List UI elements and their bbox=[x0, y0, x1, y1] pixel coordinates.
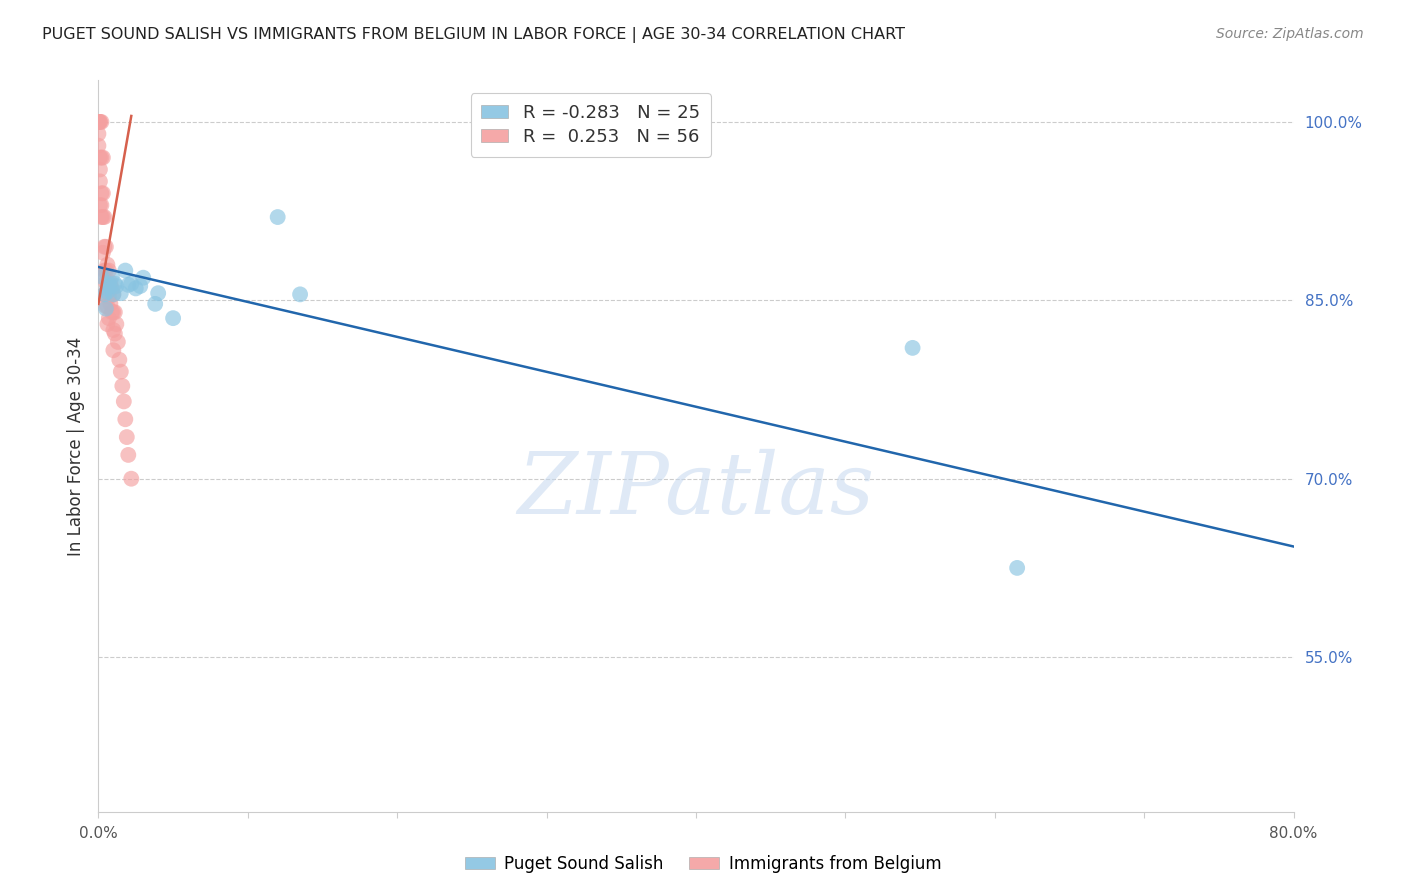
Point bbox=[98, 297, 122, 311]
Point bbox=[96, 317, 118, 331]
Point bbox=[87, 115, 110, 129]
Point bbox=[89, 151, 111, 165]
Point bbox=[104, 277, 127, 291]
Point bbox=[93, 240, 115, 254]
Point bbox=[89, 115, 111, 129]
Point bbox=[90, 186, 112, 201]
Point bbox=[90, 115, 112, 129]
Point bbox=[901, 341, 924, 355]
Point bbox=[288, 287, 311, 301]
Point bbox=[94, 240, 117, 254]
Point bbox=[97, 290, 120, 304]
Point bbox=[117, 448, 139, 462]
Point bbox=[148, 286, 170, 301]
Point bbox=[115, 430, 138, 444]
Point bbox=[1005, 561, 1028, 575]
Point bbox=[110, 365, 132, 379]
Point bbox=[108, 352, 131, 367]
Point bbox=[103, 323, 125, 337]
Point bbox=[103, 287, 125, 301]
Point bbox=[93, 263, 115, 277]
Legend: R = -0.283   N = 25, R =  0.253   N = 56: R = -0.283 N = 25, R = 0.253 N = 56 bbox=[471, 93, 711, 157]
Point bbox=[93, 210, 115, 224]
Legend: Puget Sound Salish, Immigrants from Belgium: Puget Sound Salish, Immigrants from Belg… bbox=[458, 848, 948, 880]
Point bbox=[120, 277, 142, 291]
Point bbox=[101, 269, 124, 284]
Point bbox=[91, 245, 114, 260]
Point bbox=[103, 343, 125, 358]
Point bbox=[97, 263, 120, 277]
Point bbox=[132, 270, 155, 285]
Point bbox=[143, 297, 166, 311]
Point bbox=[87, 127, 110, 141]
Point bbox=[162, 311, 184, 326]
Point bbox=[90, 198, 112, 212]
Point bbox=[267, 210, 290, 224]
Point bbox=[90, 151, 112, 165]
Point bbox=[103, 287, 125, 301]
Point bbox=[117, 277, 139, 292]
Point bbox=[90, 210, 112, 224]
Y-axis label: In Labor Force | Age 30-34: In Labor Force | Age 30-34 bbox=[66, 336, 84, 556]
Point bbox=[91, 210, 114, 224]
Point bbox=[129, 279, 152, 293]
Point bbox=[91, 269, 114, 284]
Point bbox=[107, 334, 129, 349]
Point bbox=[120, 472, 142, 486]
Text: ZIPatlas: ZIPatlas bbox=[517, 449, 875, 532]
Point bbox=[101, 281, 124, 295]
Point bbox=[89, 174, 111, 188]
Point bbox=[89, 115, 111, 129]
Point bbox=[105, 279, 128, 293]
Point bbox=[98, 279, 122, 293]
Point bbox=[87, 115, 110, 129]
Point bbox=[90, 269, 112, 284]
Point bbox=[96, 299, 118, 313]
Point bbox=[125, 281, 148, 295]
Point bbox=[104, 326, 127, 341]
Text: Source: ZipAtlas.com: Source: ZipAtlas.com bbox=[1216, 27, 1364, 41]
Point bbox=[89, 198, 111, 212]
Point bbox=[87, 138, 110, 153]
Point bbox=[89, 162, 111, 177]
Point bbox=[87, 115, 110, 129]
Point bbox=[94, 276, 117, 290]
Point bbox=[93, 287, 115, 301]
Point bbox=[110, 286, 132, 301]
Point bbox=[104, 305, 127, 319]
Point bbox=[105, 317, 128, 331]
Point bbox=[96, 258, 118, 272]
Point bbox=[96, 279, 118, 293]
Point bbox=[91, 186, 114, 201]
Point bbox=[111, 379, 134, 393]
Point bbox=[97, 311, 120, 326]
Point bbox=[94, 301, 117, 316]
Point bbox=[114, 263, 136, 277]
Point bbox=[101, 305, 124, 319]
Point bbox=[114, 412, 136, 426]
Point bbox=[98, 276, 122, 290]
Point bbox=[103, 305, 125, 319]
Point bbox=[94, 263, 117, 277]
Point bbox=[93, 287, 115, 301]
Point bbox=[96, 281, 118, 295]
Point bbox=[91, 151, 114, 165]
Point bbox=[97, 277, 120, 291]
Text: PUGET SOUND SALISH VS IMMIGRANTS FROM BELGIUM IN LABOR FORCE | AGE 30-34 CORRELA: PUGET SOUND SALISH VS IMMIGRANTS FROM BE… bbox=[42, 27, 905, 43]
Point bbox=[112, 394, 135, 409]
Point bbox=[96, 285, 118, 299]
Point bbox=[94, 299, 117, 313]
